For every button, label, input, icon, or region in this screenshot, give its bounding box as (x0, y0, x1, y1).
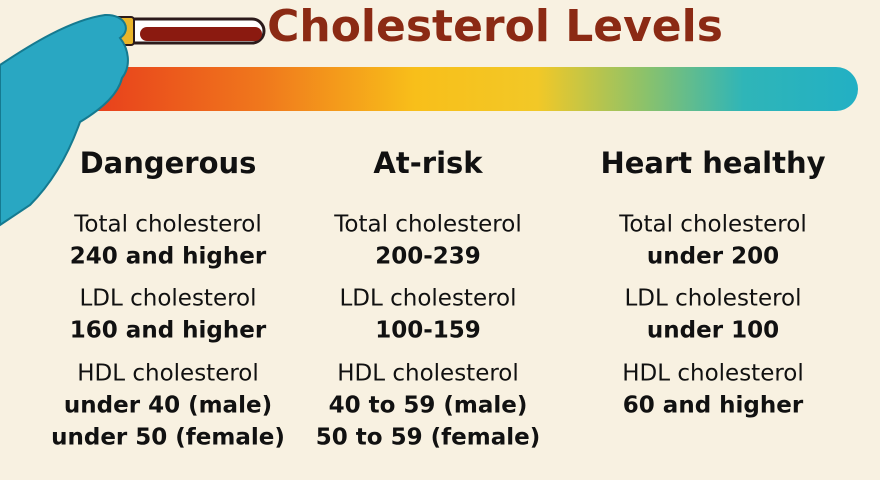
item-value: 240 and higher (70, 244, 267, 270)
item-value: under 50 (female) (51, 425, 285, 451)
item-value: 100-159 (375, 318, 481, 344)
item-label: LDL cholesterol (339, 286, 516, 312)
item-label: LDL cholesterol (79, 286, 256, 312)
item-value: under 200 (647, 244, 779, 270)
item-label: HDL cholesterol (77, 361, 259, 387)
item-value: under 100 (647, 318, 779, 344)
item-label: Total cholesterol (333, 212, 521, 238)
item-label: Total cholesterol (73, 212, 261, 238)
item-value: 160 and higher (70, 318, 267, 344)
item-value: 50 to 59 (female) (316, 425, 540, 451)
title: Cholesterol Levels (267, 1, 723, 52)
item-value: 40 to 59 (male) (329, 393, 528, 419)
item-value: under 40 (male) (64, 393, 272, 419)
item-value: 60 and higher (623, 393, 804, 419)
column-heading: Heart healthy (600, 146, 825, 180)
item-label: LDL cholesterol (624, 286, 801, 312)
gloved-hand (0, 13, 129, 227)
level-bar (95, 67, 858, 111)
column-heading: At-risk (373, 146, 483, 180)
item-label: HDL cholesterol (622, 361, 804, 387)
item-value: 200-239 (375, 244, 481, 270)
item-label: Total cholesterol (618, 212, 806, 238)
item-label: HDL cholesterol (337, 361, 519, 387)
column-heading: Dangerous (80, 146, 257, 180)
